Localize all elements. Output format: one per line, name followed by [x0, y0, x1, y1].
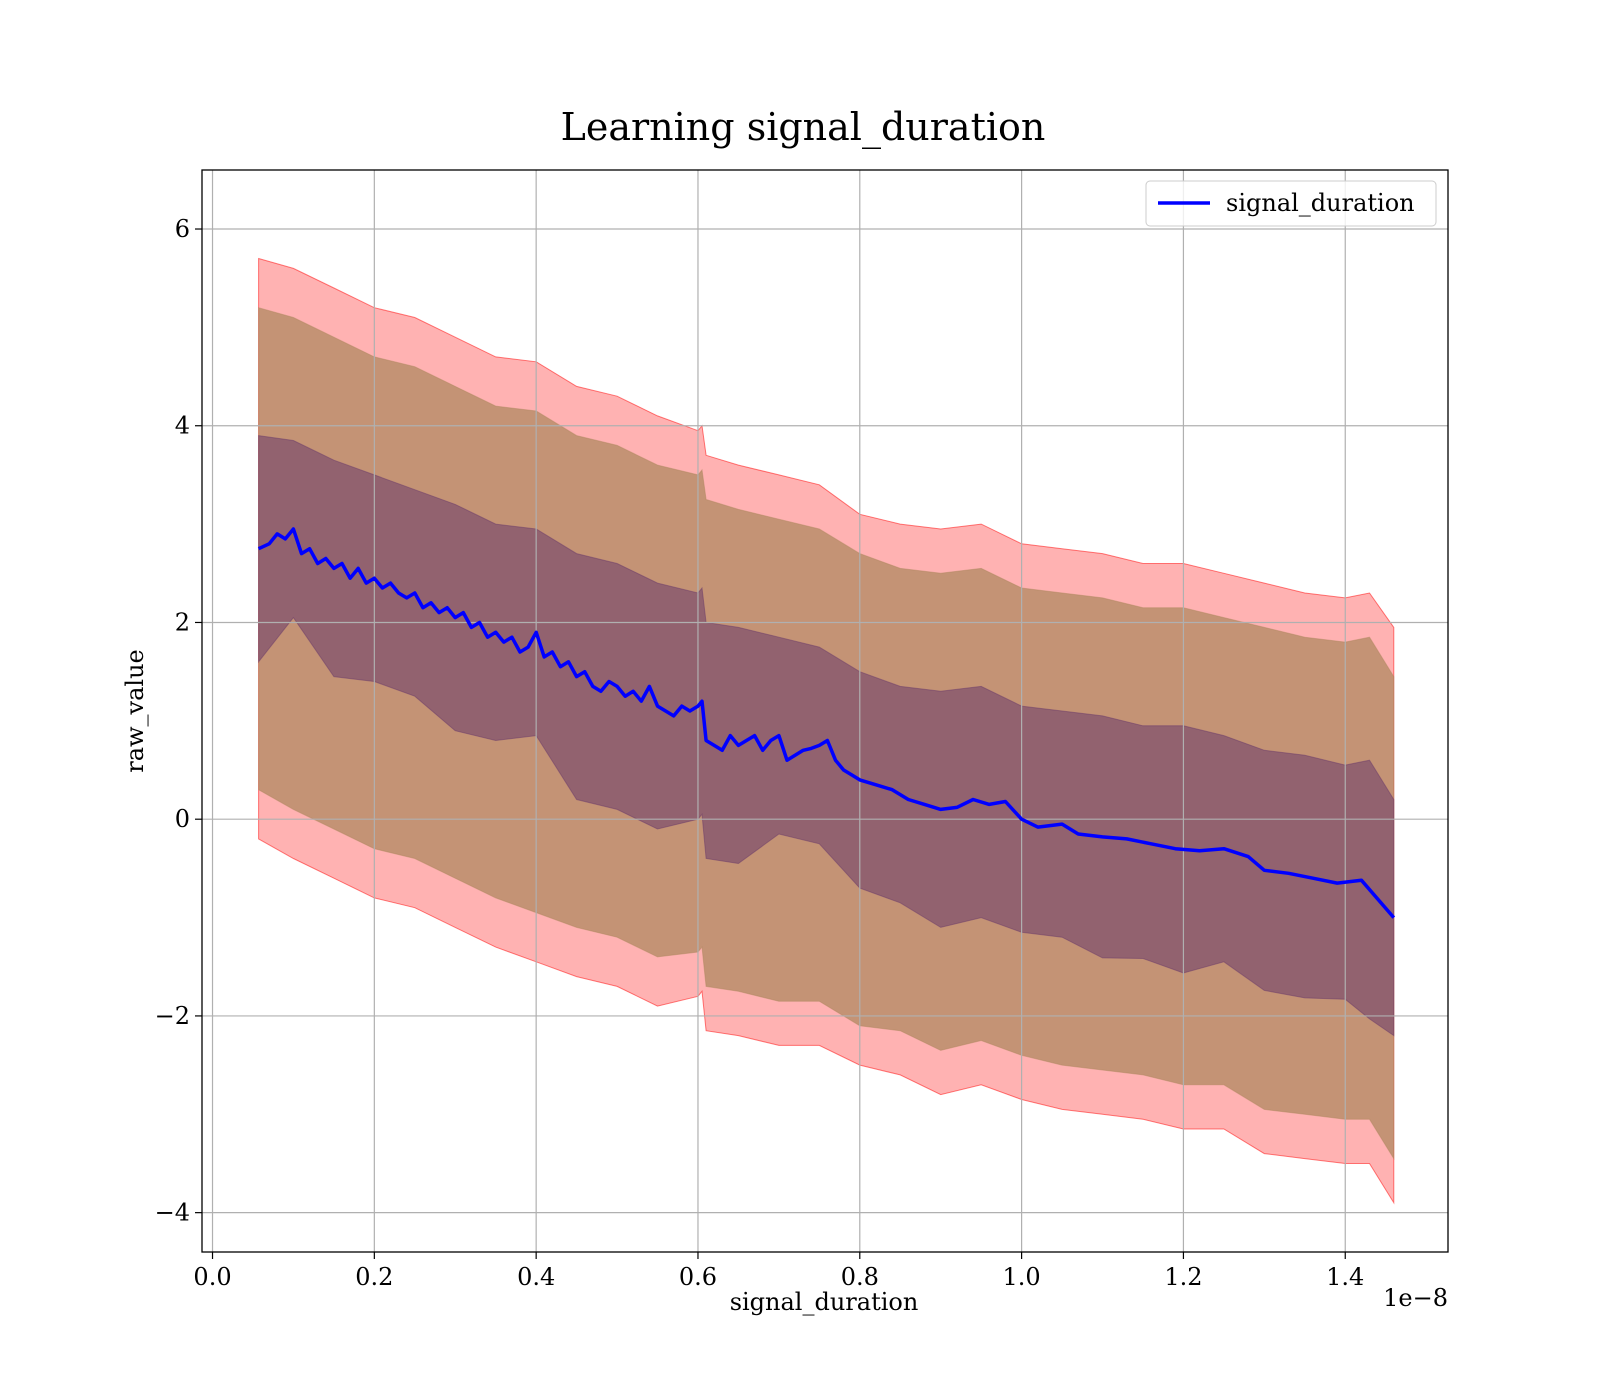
series-line-signal-duration — [257, 527, 1396, 919]
y-tick-label: 6 — [175, 215, 190, 243]
plot-frame — [201, 169, 1449, 1253]
band-layer — [258, 257, 1395, 1205]
y-tick-label: 0 — [175, 805, 190, 833]
y-tick-label: −4 — [155, 1199, 190, 1227]
x-tick-label: 1.0 — [1003, 1263, 1041, 1291]
x-tick-label: 1.4 — [1326, 1263, 1364, 1291]
x-tick-label: 0.0 — [193, 1263, 231, 1291]
chart-title: Learning signal_duration — [561, 105, 1046, 150]
line-layer — [257, 527, 1396, 919]
x-axis: 0.0 0.2 0.4 0.6 0.8 1.0 1.2 1.4 — [193, 1252, 1364, 1291]
x-axis-label: signal_duration — [730, 1288, 919, 1316]
x-tick-label: 0.2 — [355, 1263, 393, 1291]
x-tick-label: 0.6 — [679, 1263, 717, 1291]
confidence-band-3 — [258, 435, 1395, 1037]
y-tick-label: −2 — [155, 1002, 190, 1030]
y-axis: −4 −2 0 2 4 6 — [155, 215, 202, 1227]
y-axis-label: raw_value — [121, 649, 149, 773]
x-tick-label: 0.8 — [841, 1263, 879, 1291]
x-tick-label: 0.4 — [517, 1263, 555, 1291]
legend: signal_duration — [1145, 180, 1437, 227]
legend-box — [1145, 180, 1437, 227]
y-tick-label: 2 — [175, 608, 190, 636]
x-tick-label: 1.2 — [1164, 1263, 1202, 1291]
x-axis-offset-label: 1e−8 — [1383, 1284, 1448, 1312]
legend-label-signal-duration: signal_duration — [1226, 189, 1415, 217]
y-tick-label: 4 — [175, 412, 190, 440]
grid-layer — [202, 170, 1448, 1252]
